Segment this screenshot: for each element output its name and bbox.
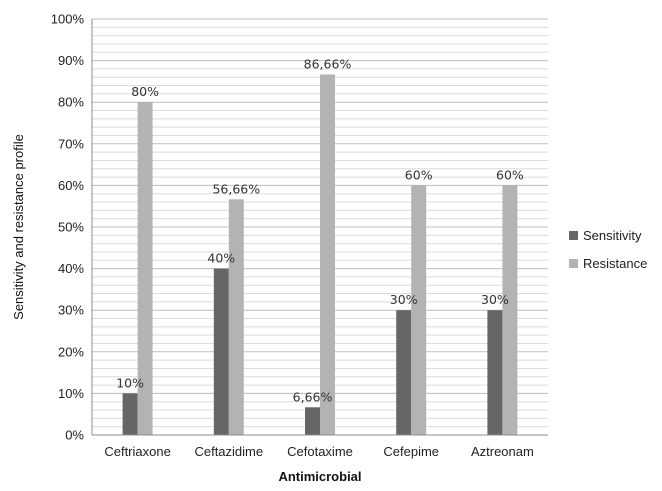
- bar-sensitivity: [122, 393, 138, 435]
- x-tick-label: Cefotaxime: [287, 444, 353, 459]
- x-category-labels: Ceftriaxone Ceftazidime Cefotaxime Cefepime…: [104, 444, 533, 459]
- data-label: 30%: [390, 292, 418, 307]
- x-tick-label: Ceftazidime: [194, 444, 263, 459]
- data-label: 86,66%: [304, 56, 352, 71]
- legend: Sensitivity Resistance: [569, 228, 647, 271]
- bar-sensitivity: [487, 310, 503, 435]
- x-tick-label: Ceftriaxone: [104, 444, 170, 459]
- bars: [122, 74, 518, 436]
- data-label: 30%: [481, 292, 509, 307]
- data-label: 40%: [207, 251, 235, 266]
- y-tick-label: 90%: [58, 53, 84, 68]
- x-axis-title: Antimicrobial: [278, 469, 361, 484]
- legend-swatch-resistance: [569, 259, 578, 268]
- legend-swatch-sensitivity: [569, 231, 578, 240]
- bar-resistance: [320, 74, 335, 436]
- y-tick-label: 60%: [58, 178, 84, 193]
- data-label: 10%: [116, 375, 144, 390]
- y-axis-title: Sensitivity and resistance profile: [11, 134, 26, 320]
- y-tick-label: 40%: [58, 261, 84, 276]
- bar-sensitivity: [305, 407, 320, 435]
- axes: [91, 19, 548, 436]
- bar-resistance: [228, 199, 244, 435]
- data-label: 60%: [405, 167, 433, 182]
- y-tick-label: 100%: [51, 12, 85, 27]
- x-tick-label: Cefepime: [383, 444, 439, 459]
- data-label: 6,66%: [293, 389, 333, 404]
- y-tick-label: 70%: [58, 136, 84, 151]
- bar-resistance: [411, 185, 427, 435]
- y-tick-label: 80%: [58, 95, 84, 110]
- data-labels: 10% 80% 40% 56,66% 6,66% 86,66% 30% 60% 30% 60%: [116, 56, 524, 404]
- legend-label-sensitivity: Sensitivity: [583, 228, 642, 243]
- y-tick-label: 20%: [58, 344, 84, 359]
- y-tick-label: 10%: [58, 386, 84, 401]
- data-label: 60%: [496, 167, 524, 182]
- bar-sensitivity: [213, 268, 229, 435]
- y-tick-label: 0%: [65, 428, 84, 443]
- data-label: 80%: [131, 84, 159, 99]
- y-tick-label: 50%: [58, 220, 84, 235]
- bar-resistance: [137, 102, 153, 435]
- legend-label-resistance: Resistance: [583, 256, 647, 271]
- bar-resistance: [502, 185, 518, 435]
- data-label: 56,66%: [212, 181, 260, 196]
- y-tick-label: 30%: [58, 303, 84, 318]
- x-tick-label: Aztreonam: [471, 444, 534, 459]
- y-tick-labels: 0% 10% 20% 30% 40% 50% 60% 70% 80% 90% 100%: [51, 12, 85, 443]
- bar-sensitivity: [396, 310, 412, 435]
